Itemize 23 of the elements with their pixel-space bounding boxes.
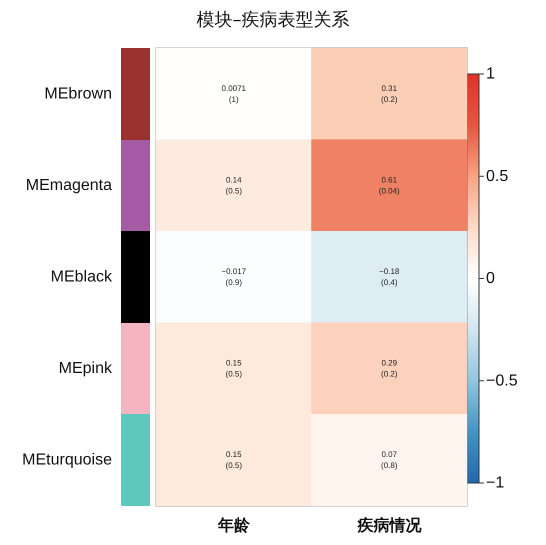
data-label: 0.15 (0.5) <box>226 358 242 379</box>
color-bar-label: −0.5 <box>486 372 518 390</box>
chart-title: 模块–疾病表型关系 <box>196 10 350 30</box>
y-tick-label: MEmagenta <box>26 176 112 194</box>
data-label: 0.14 (0.5) <box>226 175 242 196</box>
data-label: 0.0071 (1) <box>222 84 247 104</box>
data-label: 0.61 (0.04) <box>378 175 400 196</box>
data-label: 0.29 (0.2) <box>381 358 398 379</box>
y-tick-label: MEblack <box>50 268 113 286</box>
color-bar-label: 0 <box>486 270 495 287</box>
data-label: 0.07 (0.8) <box>381 450 398 470</box>
data-label: 0.31 (0.2) <box>381 84 398 104</box>
data-label: −0.18 (0.4) <box>379 267 400 287</box>
data-label: 0.15 (0.5) <box>226 450 242 470</box>
y-tick-label: MEpink <box>58 360 113 378</box>
color-bar-label: −1 <box>486 474 504 492</box>
y-tick-label: MEturquoise <box>22 452 112 469</box>
x-tick-label: 疾病情况 <box>356 516 422 534</box>
data-label: −0.017 (0.9) <box>221 267 247 287</box>
color-bar-label: 0.5 <box>486 168 508 185</box>
x-tick-label: 年龄 <box>216 516 251 534</box>
color-bar-label: 1 <box>486 66 495 82</box>
y-tick-label: MEbrown <box>44 85 112 102</box>
